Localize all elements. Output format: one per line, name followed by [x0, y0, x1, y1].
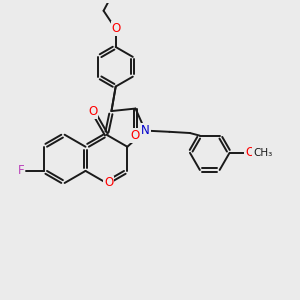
Text: CH₃: CH₃	[253, 148, 272, 158]
Text: O: O	[104, 176, 113, 190]
Text: O: O	[245, 146, 255, 159]
Text: N: N	[141, 124, 150, 137]
Text: F: F	[18, 164, 25, 177]
Text: O: O	[88, 105, 98, 118]
Text: O: O	[131, 129, 140, 142]
Text: O: O	[112, 22, 121, 35]
